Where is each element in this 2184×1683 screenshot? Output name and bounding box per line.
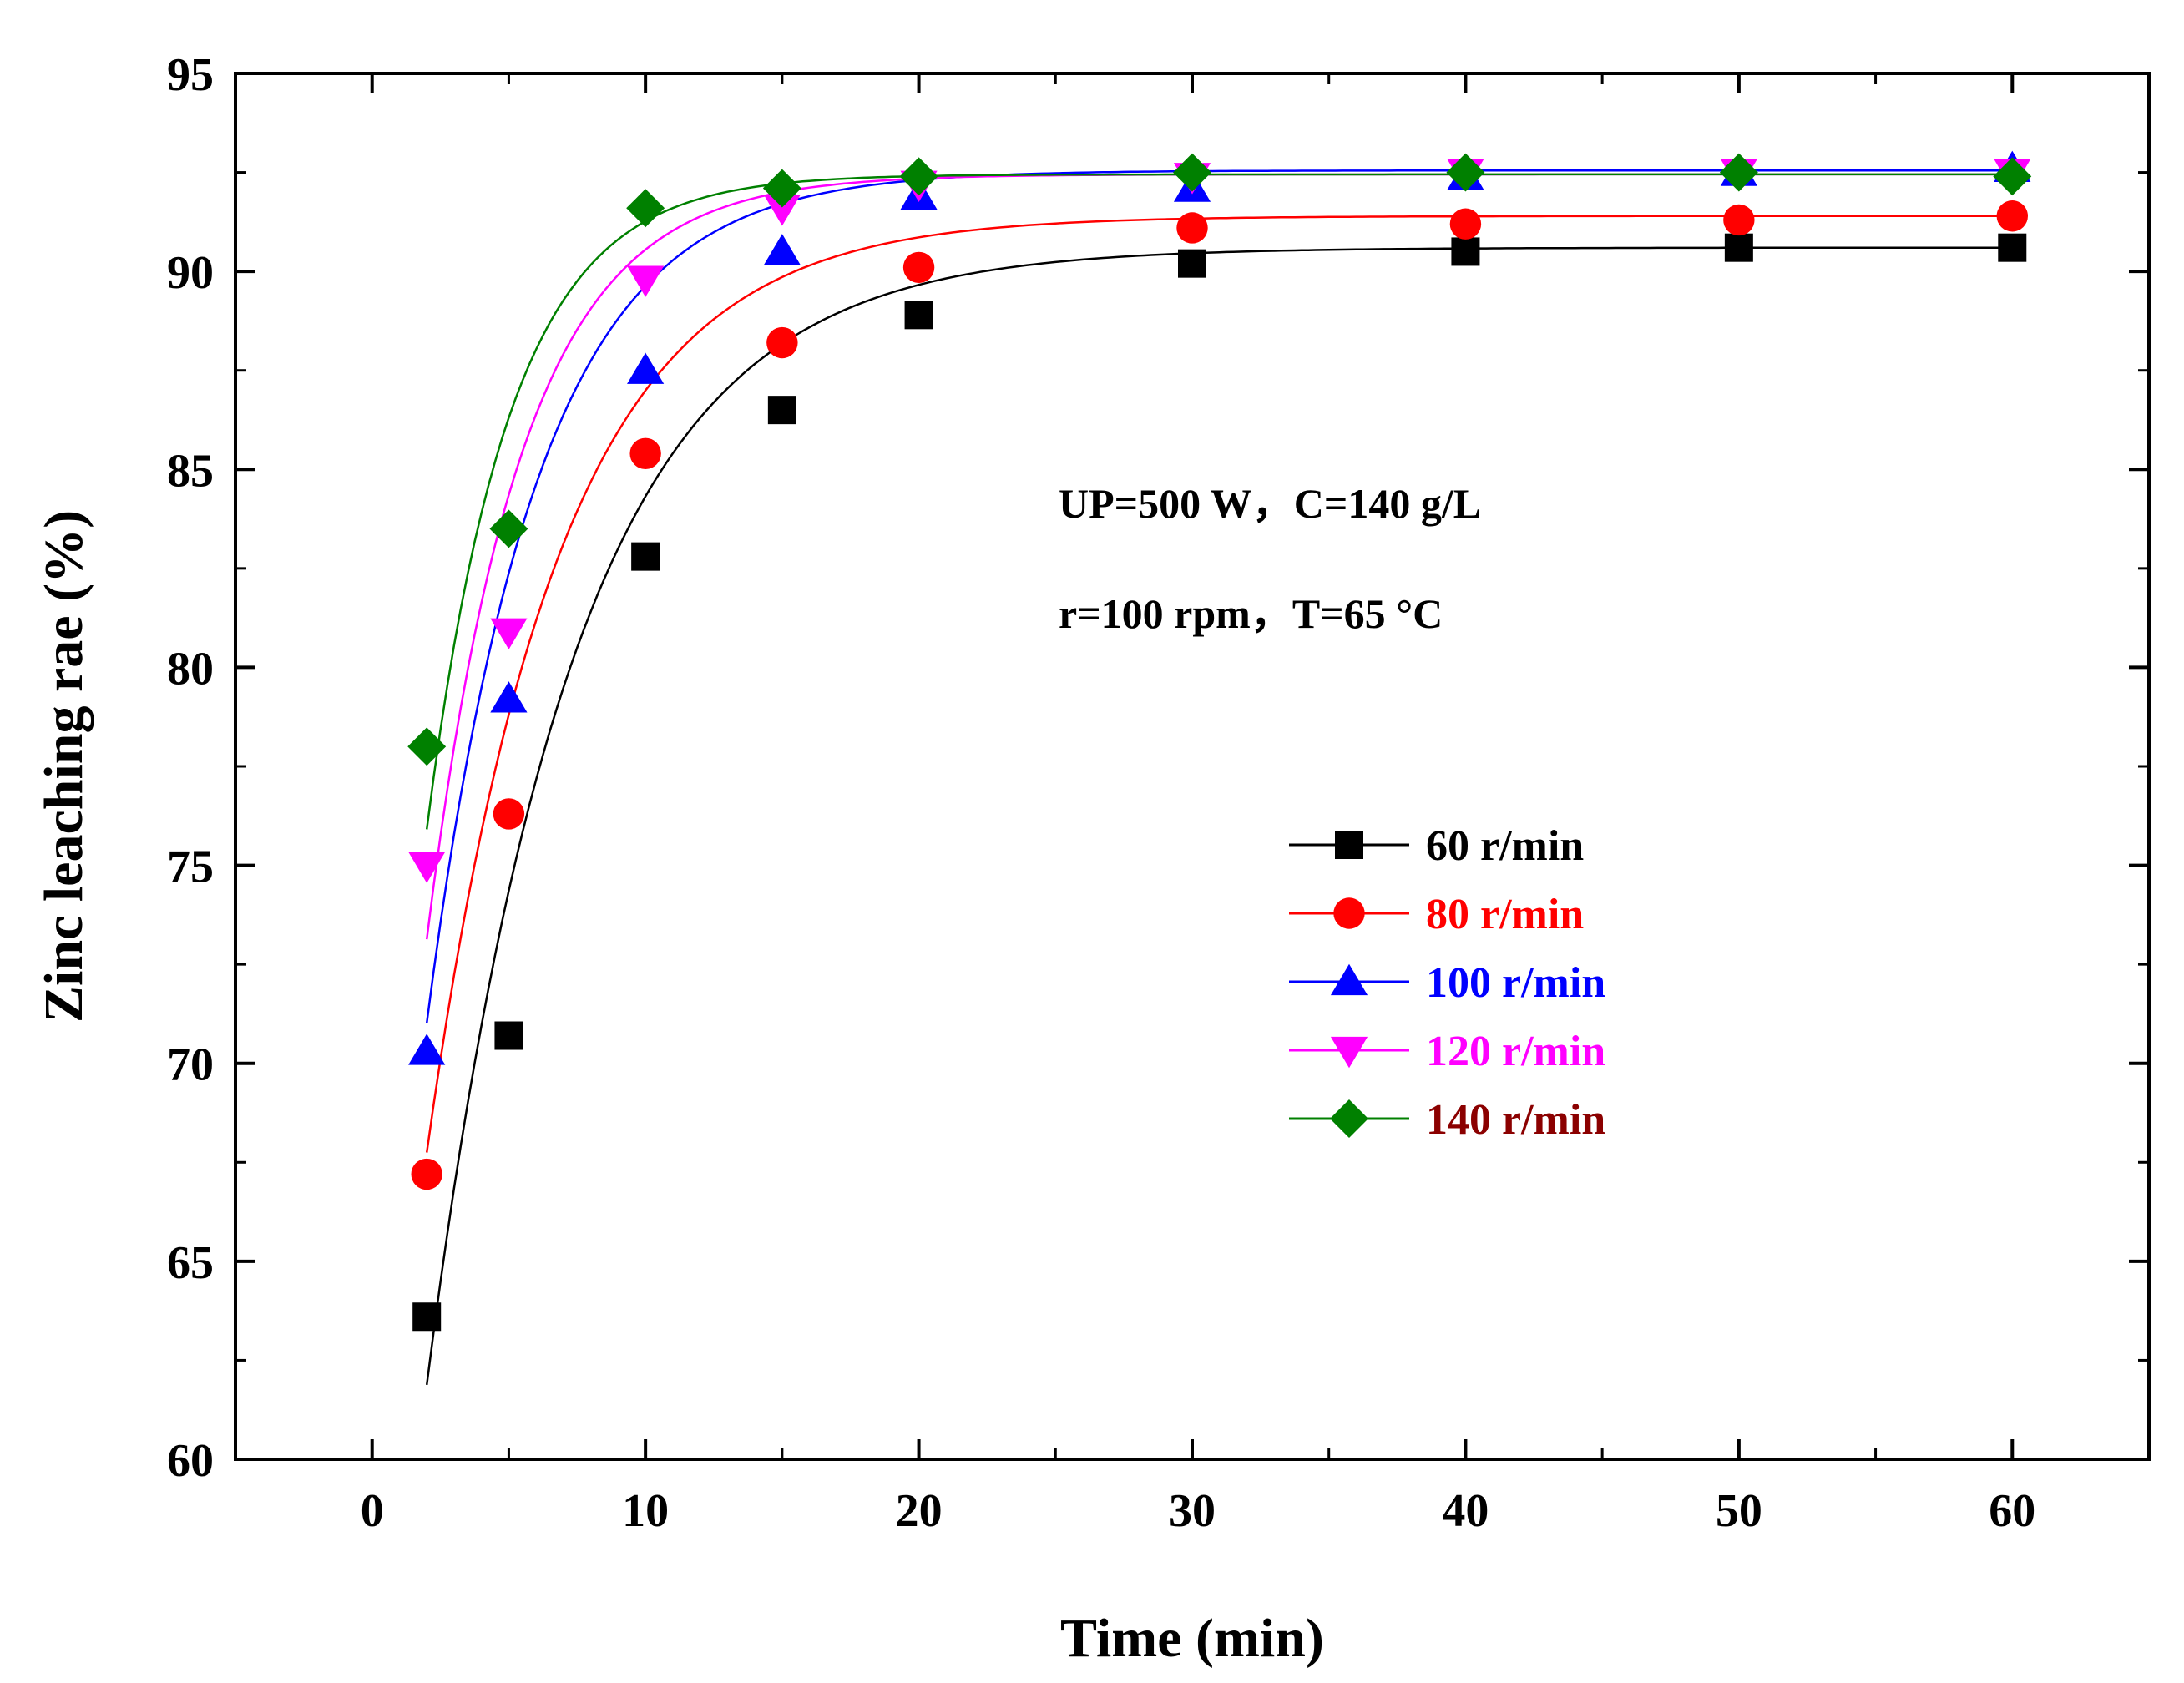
y-tick-label: 80	[167, 643, 214, 695]
point-60-rpm	[904, 301, 933, 330]
annotation-line-1: UP=500 W，C=140 g/L	[1059, 480, 1481, 527]
point-80-rpm	[1449, 208, 1482, 240]
point-140-rpm	[1993, 157, 2032, 196]
legend-marker-120	[1330, 1036, 1368, 1069]
y-tick-label: 70	[167, 1039, 214, 1091]
point-80-rpm	[1996, 200, 2028, 232]
point-100-rpm	[490, 681, 528, 713]
x-tick-label: 60	[1989, 1485, 2035, 1537]
legend-label-80: 80 r/min	[1426, 891, 1584, 938]
y-axis-label: Zinc leaching rae (%)	[33, 510, 94, 1023]
fit-curves	[425, 169, 2013, 1386]
point-120-rpm	[627, 265, 665, 297]
point-100-rpm	[763, 234, 801, 265]
x-axis-label: Time (min)	[1060, 1608, 1324, 1669]
point-100-rpm	[408, 1034, 446, 1065]
point-140-rpm	[762, 169, 801, 208]
legend-label-60: 60 r/min	[1426, 822, 1584, 870]
x-tick-label: 50	[1716, 1485, 1762, 1537]
axes: 0 10 20 30 40 50 60 60 65 70 75 80 85 90 95	[167, 49, 2149, 1537]
point-60-rpm	[412, 1302, 442, 1332]
point-140-rpm	[899, 157, 938, 196]
point-60-rpm	[1998, 233, 2027, 262]
legend-marker-80	[1333, 897, 1365, 929]
point-140-rpm	[407, 727, 447, 766]
point-140-rpm	[1446, 153, 1485, 192]
point-100-rpm	[627, 352, 665, 384]
point-60-rpm	[494, 1021, 523, 1050]
legend-label-140: 140 r/min	[1426, 1096, 1605, 1144]
point-80-rpm	[411, 1158, 442, 1190]
data-markers	[407, 150, 2032, 1332]
point-80-rpm	[1723, 204, 1755, 236]
point-80-rpm	[629, 437, 661, 470]
y-tick-label: 95	[167, 49, 214, 101]
legend-marker-100	[1330, 963, 1368, 996]
point-140-rpm	[626, 189, 665, 228]
x-tick-label: 30	[1169, 1485, 1216, 1537]
y-tick-label: 75	[167, 842, 214, 893]
fit-curve-120	[425, 173, 2013, 940]
y-tick-label: 85	[167, 445, 214, 497]
fit-curve-60	[425, 246, 2013, 1386]
y-tick-label: 90	[167, 247, 214, 299]
point-60-rpm	[1178, 249, 1206, 278]
point-60-rpm	[1724, 233, 1753, 262]
fit-curve-80	[425, 215, 2013, 1153]
point-140-rpm	[489, 509, 528, 548]
y-tick-label: 65	[167, 1237, 214, 1289]
point-80-rpm	[1176, 212, 1208, 244]
legend: 60 r/min 80 r/min 100 r/min 120 r/min 140 r/…	[1289, 822, 1605, 1144]
x-tick-label: 10	[622, 1485, 669, 1537]
legend-label-100: 100 r/min	[1426, 959, 1605, 1007]
point-60-rpm	[767, 396, 796, 425]
point-120-rpm	[408, 852, 446, 883]
x-tick-label: 0	[361, 1485, 384, 1537]
point-140-rpm	[1719, 153, 1758, 192]
point-80-rpm	[902, 251, 935, 284]
point-120-rpm	[490, 618, 528, 649]
annotation-line-2: r=100 rpm，T=65 °C	[1059, 590, 1443, 637]
x-tick-label: 20	[896, 1485, 943, 1537]
point-60-rpm	[631, 542, 660, 571]
y-tick-label: 60	[167, 1435, 214, 1487]
point-60-rpm	[1451, 237, 1480, 266]
point-80-rpm	[766, 326, 798, 359]
point-80-rpm	[493, 798, 525, 830]
legend-label-120: 120 r/min	[1426, 1028, 1605, 1075]
point-120-rpm	[763, 195, 801, 226]
x-tick-label: 40	[1442, 1485, 1489, 1537]
legend-marker-140	[1330, 1099, 1368, 1138]
legend-marker-60	[1335, 831, 1363, 859]
point-140-rpm	[1173, 153, 1211, 192]
plot-frame	[234, 72, 2151, 1461]
